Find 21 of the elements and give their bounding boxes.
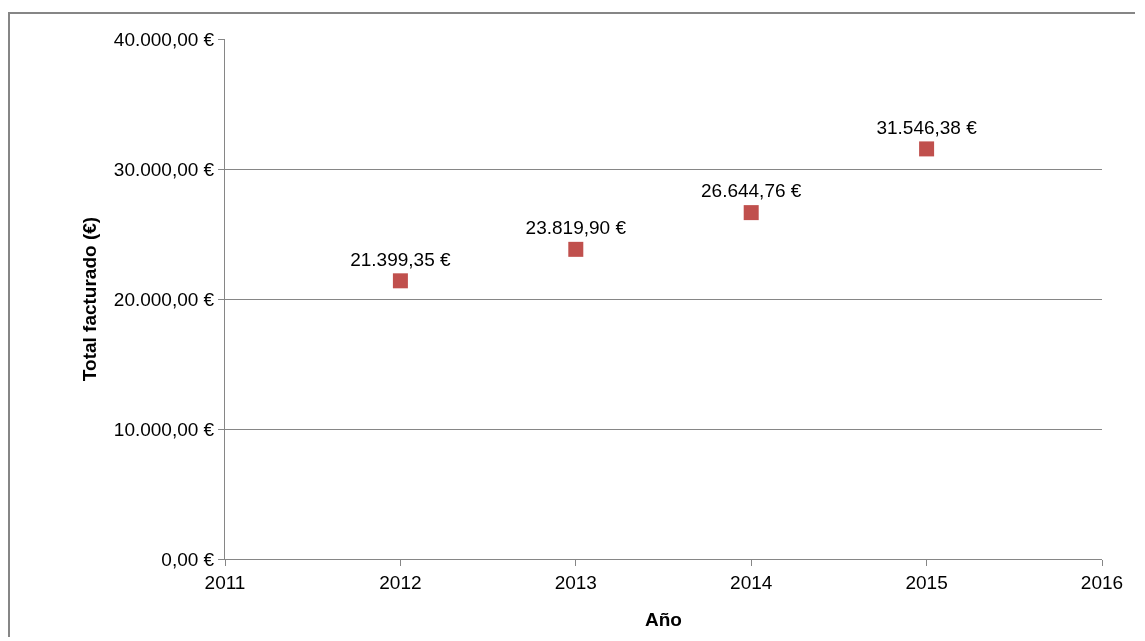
point (568, 241, 584, 257)
x-axis-title: Año (645, 609, 682, 630)
data-label: 31.546,38 € (876, 116, 978, 138)
point (743, 205, 759, 221)
y-tick-label: 10.000,00 € (113, 418, 215, 440)
x-tick-label: 2015 (905, 571, 948, 593)
x-tick-label: 2016 (1080, 571, 1124, 593)
data-label: 23.819,90 € (525, 217, 627, 239)
data-label: 26.644,76 € (701, 180, 802, 202)
point (919, 141, 935, 157)
data-label: 21.399,35 € (350, 248, 452, 270)
point (392, 273, 408, 289)
y-tick-label: 0,00 € (161, 548, 215, 570)
y-tick-label: 40.000,00 € (113, 28, 215, 50)
y-tick-label: 30.000,00 € (113, 158, 215, 180)
x-tick-label: 2011 (204, 571, 246, 593)
y-axis-title: Total facturado (€) (78, 216, 100, 382)
x-tick-label: 2014 (730, 571, 773, 593)
y-tick-label: 20.000,00 € (113, 288, 215, 310)
x-tick-label: 2013 (554, 571, 597, 593)
x-tick-label: 2012 (379, 571, 422, 593)
